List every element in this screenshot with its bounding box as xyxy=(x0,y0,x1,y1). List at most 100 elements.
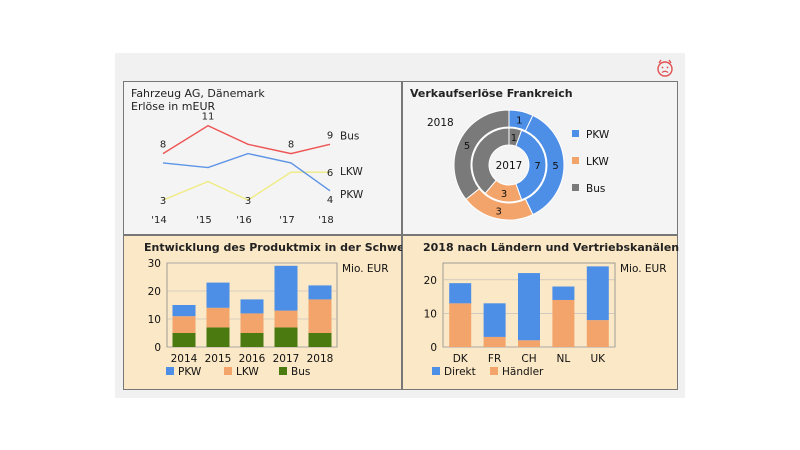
x-tick-label: FR xyxy=(488,353,501,365)
unit-label: Mio. EUR xyxy=(342,263,389,275)
chart-title: Fahrzeug AG, Dänemark xyxy=(131,87,265,100)
slice-label: 7 xyxy=(534,161,540,172)
bar-händler xyxy=(552,299,575,347)
legend-swatch xyxy=(572,130,579,137)
x-tick-label: 2018 xyxy=(307,353,334,365)
data-label: 6 xyxy=(327,168,333,179)
x-tick-label: NL xyxy=(557,353,571,365)
chart-title: Verkaufserlöse Frankreich xyxy=(410,87,573,100)
bar-pkw xyxy=(206,282,230,308)
x-tick-label: DK xyxy=(453,353,469,365)
bar-lkw xyxy=(240,313,264,333)
center-label: 2017 xyxy=(496,160,523,172)
bar-händler xyxy=(586,320,609,347)
series-name-label: LKW xyxy=(340,166,363,178)
x-tick-label: '18 xyxy=(318,215,333,226)
legend-swatch xyxy=(432,367,440,375)
y-tick-label: 10 xyxy=(148,314,161,326)
bar-bus xyxy=(240,333,264,347)
y-tick-label: 0 xyxy=(154,342,161,354)
legend-label: PKW xyxy=(586,129,610,141)
series-line-bus xyxy=(162,124,331,155)
x-tick-label: '15 xyxy=(196,215,211,226)
y-tick-label: 30 xyxy=(148,258,161,270)
legend-swatch xyxy=(224,367,232,375)
legend-label: LKW xyxy=(236,366,259,378)
data-label: 3 xyxy=(160,196,166,207)
slice-label: 5 xyxy=(552,161,558,172)
unit-label: Mio. EUR xyxy=(620,263,667,275)
panel-donut-chart-france: Verkaufserlöse Frankreich 1 5 3 5 1 7 3 2017 201… xyxy=(402,81,678,235)
legend-swatch xyxy=(166,367,174,375)
outer-ring-label: 2018 xyxy=(427,117,454,129)
panel-bar-chart-switzerland: Entwicklung des Produktmix in der Schwei… xyxy=(123,235,415,390)
bar-bus xyxy=(172,333,196,347)
x-tick-label: 2016 xyxy=(239,353,266,365)
y-tick-label: 10 xyxy=(424,308,437,320)
bar-pkw xyxy=(240,299,264,314)
bar-direkt xyxy=(483,303,506,337)
bar-pkw xyxy=(274,265,298,311)
y-tick-label: 20 xyxy=(148,286,161,298)
x-tick-label: '14 xyxy=(151,215,166,226)
legend-swatch xyxy=(572,184,579,191)
chart-subtitle: Erlöse in mEUR xyxy=(131,100,216,113)
bar-bus xyxy=(274,327,298,347)
x-tick-label: 2014 xyxy=(171,353,198,365)
bar-direkt xyxy=(586,266,609,321)
slice-label: 3 xyxy=(501,189,507,200)
bar-händler xyxy=(518,340,540,347)
data-label: 4 xyxy=(327,195,333,206)
legend-label: Bus xyxy=(586,183,605,195)
legend-swatch xyxy=(572,157,579,164)
line-chart-svg: 8 11 8 9 Bus 3 3 6 LKW 4 PKW '14 '15 '16 '17 '18 xyxy=(151,112,364,226)
donut-slice xyxy=(453,109,510,200)
series-name-label: Bus xyxy=(340,130,359,142)
legend-swatch xyxy=(490,367,498,375)
bar-lkw xyxy=(172,316,196,333)
data-label: 8 xyxy=(288,140,294,151)
series-line-pkw xyxy=(162,152,331,192)
bar-pkw xyxy=(172,305,196,317)
dashboard-board: Fahrzeug AG, Dänemark Erlöse in mEUR 8 11… xyxy=(115,53,685,398)
bar-lkw xyxy=(206,307,230,328)
legend-swatch xyxy=(279,367,287,375)
chart-title: Entwicklung des Produktmix in der Schwei… xyxy=(144,241,415,254)
stacked-bar-chart-svg: 0 10 20 DK FR CH NL UK Mio. EUR Direkt Händler xyxy=(424,262,667,378)
donut-chart-svg: 1 5 3 5 1 7 3 2017 2018 PKW LKW Bus xyxy=(427,109,610,221)
bar-bus xyxy=(206,327,230,347)
bar-bus xyxy=(308,333,332,347)
slice-label: 5 xyxy=(464,141,470,152)
legend-label: Händler xyxy=(502,366,544,378)
chart-title: 2018 nach Ländern und Vertriebskanälen xyxy=(423,241,680,254)
legend-label: PKW xyxy=(178,366,202,378)
bar-direkt xyxy=(552,286,575,300)
x-tick-label: UK xyxy=(591,353,607,365)
donut-slice xyxy=(471,127,510,195)
panel-line-chart-denmark: Fahrzeug AG, Dänemark Erlöse in mEUR 8 11… xyxy=(123,81,402,235)
data-label: 11 xyxy=(202,112,215,123)
bar-pkw xyxy=(308,285,332,300)
bar-lkw xyxy=(274,310,298,328)
slice-label: 3 xyxy=(495,206,501,217)
bar-händler xyxy=(483,336,506,347)
data-label: 9 xyxy=(327,130,333,141)
x-tick-label: 2017 xyxy=(273,353,300,365)
y-tick-label: 0 xyxy=(430,342,437,354)
series-name-label: PKW xyxy=(340,189,364,201)
bar-händler xyxy=(449,303,472,347)
bar-lkw xyxy=(308,299,332,333)
data-label: 8 xyxy=(160,140,166,151)
y-tick-label: 20 xyxy=(424,275,437,287)
stacked-bar-chart-svg: 0 10 20 30 2014 2015 2016 2017 2018 Mio. EUR PKW LK… xyxy=(148,258,389,378)
x-tick-label: '17 xyxy=(279,215,294,226)
x-tick-label: CH xyxy=(521,353,536,365)
bar-direkt xyxy=(518,273,540,341)
x-tick-label: 2015 xyxy=(205,353,232,365)
data-label: 3 xyxy=(245,196,251,207)
legend-label: LKW xyxy=(586,156,609,168)
slice-label: 1 xyxy=(516,116,522,127)
frowning-face-icon[interactable] xyxy=(655,58,675,78)
panel-bar-chart-countries: 2018 nach Ländern und Vertriebskanälen 0… xyxy=(402,235,680,390)
legend-label: Bus xyxy=(291,366,310,378)
